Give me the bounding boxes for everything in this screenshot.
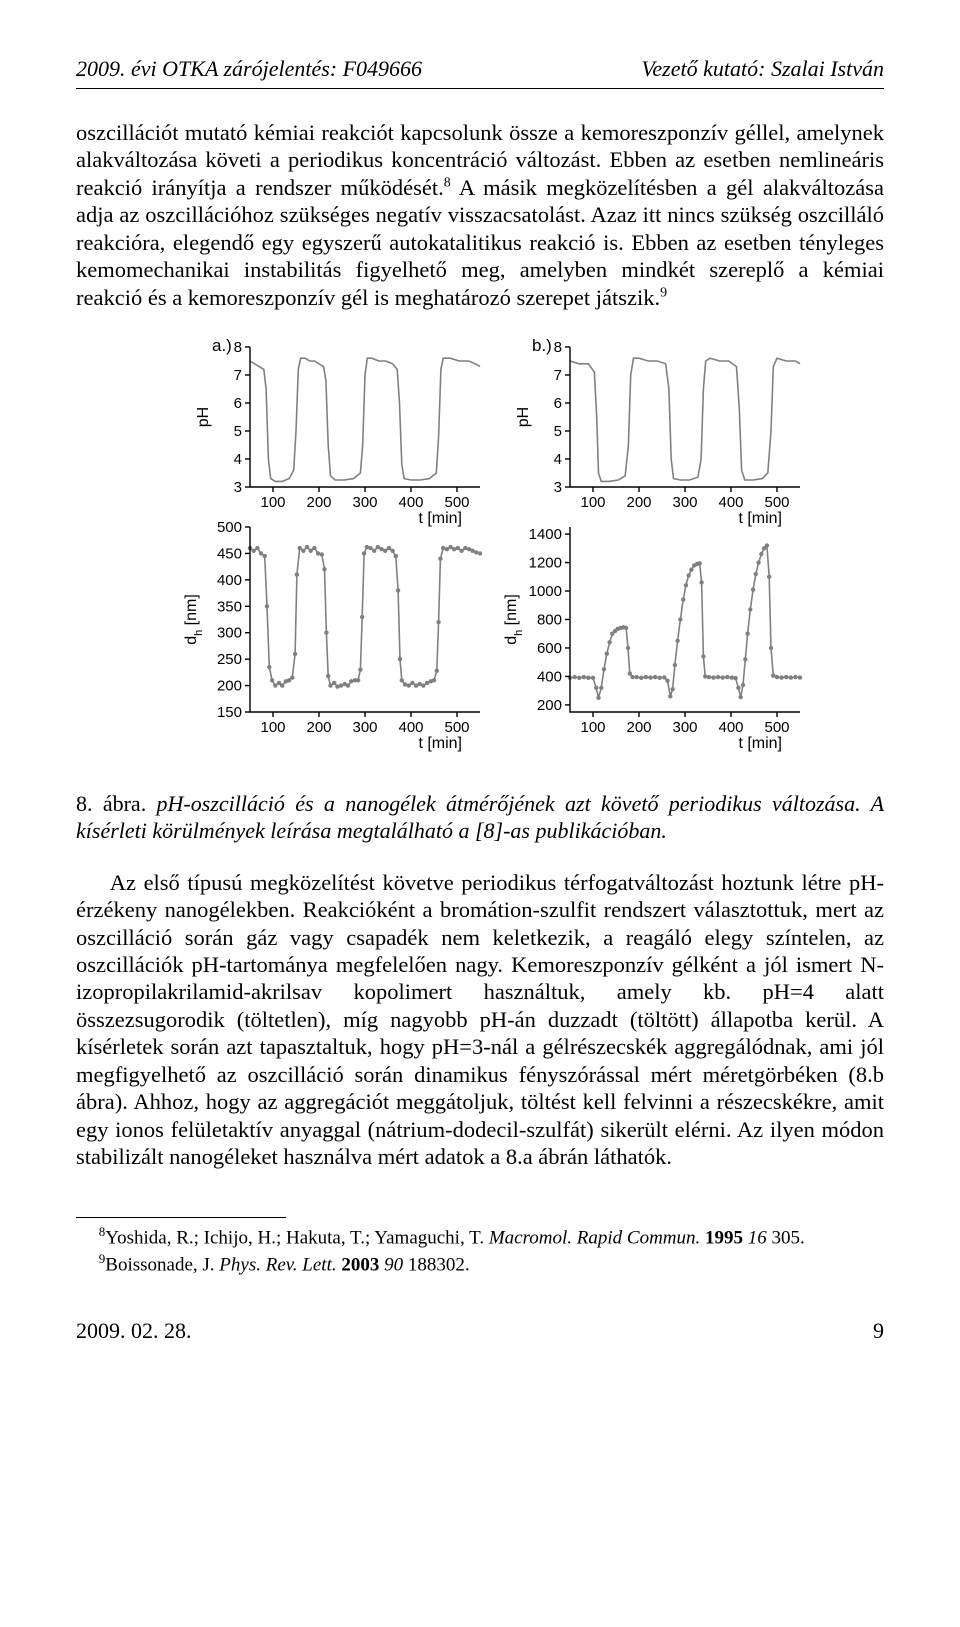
svg-text:6: 6 xyxy=(554,395,562,412)
footnote-8: 8Yoshida, R.; Ichijo, H.; Hakuta, T.; Ya… xyxy=(76,1224,884,1251)
svg-text:100: 100 xyxy=(260,719,285,736)
footnote-8-vol: 16 xyxy=(748,1227,767,1248)
svg-text:200: 200 xyxy=(626,494,651,511)
svg-text:t [min]: t [min] xyxy=(738,735,782,752)
svg-text:t [min]: t [min] xyxy=(418,510,462,527)
svg-text:dh [nm]: dh [nm] xyxy=(183,594,205,645)
footer-date: 2009. 02. 28. xyxy=(76,1318,192,1344)
svg-text:450: 450 xyxy=(217,545,242,562)
svg-text:200: 200 xyxy=(306,719,331,736)
paragraph-2: Az első típusú megközelítést követve per… xyxy=(76,869,884,1171)
figure-8-svg: 345678100200300400500t [min]pHa.)1502002… xyxy=(150,337,810,767)
svg-text:1200: 1200 xyxy=(529,555,562,572)
svg-text:300: 300 xyxy=(672,719,697,736)
caption-title: pH-oszcilláció és a nanogélek átmérőjéne… xyxy=(76,791,884,843)
svg-text:3: 3 xyxy=(234,479,242,496)
svg-text:400: 400 xyxy=(217,572,242,589)
svg-text:a.): a.) xyxy=(212,337,232,355)
svg-text:500: 500 xyxy=(444,494,469,511)
svg-text:250: 250 xyxy=(217,651,242,668)
svg-text:5: 5 xyxy=(234,423,242,440)
svg-text:4: 4 xyxy=(554,451,562,468)
svg-text:400: 400 xyxy=(718,719,743,736)
svg-text:3: 3 xyxy=(554,479,562,496)
footnote-9-year: 2003 xyxy=(337,1254,385,1275)
svg-text:200: 200 xyxy=(217,678,242,695)
footnote-8-page: 305. xyxy=(767,1227,805,1248)
svg-text:200: 200 xyxy=(306,494,331,511)
svg-text:7: 7 xyxy=(234,367,242,384)
svg-text:300: 300 xyxy=(352,719,377,736)
footnote-rule xyxy=(76,1217,286,1218)
svg-text:300: 300 xyxy=(352,494,377,511)
page-header: 2009. évi OTKA zárójelentés: F049666 Vez… xyxy=(76,56,884,82)
svg-text:8: 8 xyxy=(234,339,242,356)
footnote-ref-8: 8 xyxy=(444,175,451,190)
header-rule xyxy=(76,88,884,89)
svg-text:300: 300 xyxy=(217,625,242,642)
svg-text:500: 500 xyxy=(444,719,469,736)
svg-text:b.): b.) xyxy=(532,337,552,355)
svg-text:t [min]: t [min] xyxy=(418,735,462,752)
svg-text:400: 400 xyxy=(398,719,423,736)
svg-text:100: 100 xyxy=(260,494,285,511)
svg-text:500: 500 xyxy=(764,494,789,511)
header-left: 2009. évi OTKA zárójelentés: F049666 xyxy=(76,56,422,82)
svg-text:300: 300 xyxy=(672,494,697,511)
svg-text:100: 100 xyxy=(580,719,605,736)
svg-text:500: 500 xyxy=(764,719,789,736)
svg-text:200: 200 xyxy=(626,719,651,736)
svg-text:6: 6 xyxy=(234,395,242,412)
footnote-9: 9Boissonade, J. Phys. Rev. Lett. 2003 90… xyxy=(76,1251,884,1278)
svg-text:t [min]: t [min] xyxy=(738,510,782,527)
svg-text:200: 200 xyxy=(537,697,562,714)
footnote-9-journal: Phys. Rev. Lett. xyxy=(219,1254,336,1275)
footnote-9-vol: 90 xyxy=(384,1254,403,1275)
svg-text:1000: 1000 xyxy=(529,583,562,600)
footnote-9-page: 188302. xyxy=(403,1254,470,1275)
svg-text:400: 400 xyxy=(537,668,562,685)
figure-8-caption: 8. ábra. pH-oszcilláció és a nanogélek á… xyxy=(76,791,884,845)
svg-text:pH: pH xyxy=(515,407,532,427)
footer-page: 9 xyxy=(873,1318,884,1344)
svg-text:500: 500 xyxy=(217,519,242,536)
svg-text:8: 8 xyxy=(554,339,562,356)
page-footer: 2009. 02. 28. 9 xyxy=(76,1318,884,1344)
svg-text:400: 400 xyxy=(718,494,743,511)
caption-lead: 8. ábra. xyxy=(76,791,146,816)
svg-text:5: 5 xyxy=(554,423,562,440)
svg-text:150: 150 xyxy=(217,704,242,721)
footnote-8-year: 1995 xyxy=(700,1227,748,1248)
header-right: Vezető kutató: Szalai István xyxy=(641,56,884,82)
svg-text:100: 100 xyxy=(580,494,605,511)
figure-8: 345678100200300400500t [min]pHa.)1502002… xyxy=(150,337,810,767)
para2: Az első típusú megközelítést követve per… xyxy=(76,869,884,1171)
svg-text:400: 400 xyxy=(398,494,423,511)
footnote-8-authors: Yoshida, R.; Ichijo, H.; Hakuta, T.; Yam… xyxy=(105,1227,489,1248)
paragraph-1: oszcillációt mutató kémiai reakciót kapc… xyxy=(76,119,884,311)
footnote-8-journal: Macromol. Rapid Commun. xyxy=(489,1227,700,1248)
footnotes: 8Yoshida, R.; Ichijo, H.; Hakuta, T.; Ya… xyxy=(76,1217,884,1278)
footnote-9-authors: Boissonade, J. xyxy=(105,1254,219,1275)
footnote-ref-9: 9 xyxy=(660,285,667,300)
svg-text:7: 7 xyxy=(554,367,562,384)
svg-text:800: 800 xyxy=(537,612,562,629)
svg-text:350: 350 xyxy=(217,598,242,615)
svg-text:4: 4 xyxy=(234,451,242,468)
svg-text:1400: 1400 xyxy=(529,526,562,543)
svg-text:600: 600 xyxy=(537,640,562,657)
svg-text:dh [nm]: dh [nm] xyxy=(503,594,525,645)
svg-text:pH: pH xyxy=(195,407,212,427)
